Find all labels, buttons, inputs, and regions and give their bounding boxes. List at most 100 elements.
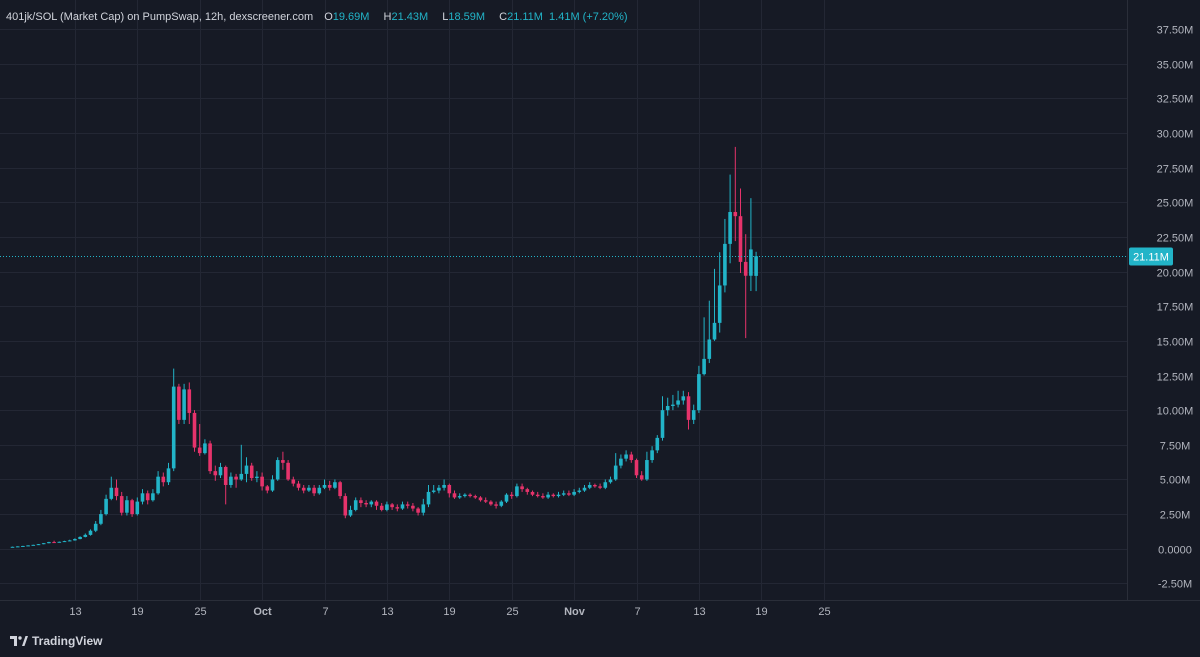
- y-tick-label: 10.00M: [1157, 406, 1194, 418]
- symbol-title: 401jk/SOL (Market Cap) on PumpSwap, 12h,…: [6, 11, 314, 23]
- candle-up: [67, 539, 72, 542]
- candle-body: [348, 509, 353, 516]
- candle-body: [525, 489, 530, 492]
- candle-body: [457, 496, 462, 498]
- candle-up: [47, 541, 51, 544]
- y-tick-label: 7.50M: [1160, 441, 1191, 453]
- candle-down: [223, 465, 228, 505]
- x-tick-label: Oct: [253, 606, 272, 618]
- candle-body: [660, 410, 665, 438]
- candle-up: [78, 536, 82, 540]
- candle-up: [603, 479, 608, 490]
- candle-body: [135, 501, 140, 515]
- candle-up: [660, 396, 665, 441]
- candle-down: [390, 503, 394, 510]
- candle-up: [333, 479, 337, 490]
- candle-body: [275, 460, 280, 480]
- candle-body: [119, 496, 124, 513]
- candle-body: [36, 544, 41, 546]
- candle-up: [62, 540, 67, 543]
- grid: [0, 0, 1127, 600]
- candle-body: [109, 487, 114, 499]
- candle-body: [608, 479, 613, 483]
- candle-up: [10, 546, 15, 548]
- candle-down: [686, 392, 691, 430]
- candle-up: [681, 390, 686, 405]
- candle-up: [442, 479, 446, 491]
- candle-up: [702, 317, 706, 376]
- candle-down: [634, 458, 639, 479]
- candle-up: [650, 446, 654, 463]
- candle-up: [655, 435, 660, 454]
- candle-body: [322, 484, 327, 488]
- candle-up: [125, 496, 129, 516]
- tradingview-logo[interactable]: TradingView: [10, 634, 102, 648]
- candle-up: [676, 390, 680, 408]
- candle-body: [431, 490, 436, 492]
- candle-up: [41, 543, 46, 545]
- candle-body: [587, 484, 592, 488]
- candle-down: [119, 491, 124, 516]
- candle-up: [135, 497, 140, 516]
- candle-body: [754, 256, 758, 276]
- candle-down: [291, 476, 296, 487]
- candle-down: [473, 494, 478, 499]
- price-axis[interactable]: -2.50M 0.0000 2.50M 5.00M 7.50M 10.00M 12.50M 1…: [1157, 25, 1194, 591]
- candle-up: [561, 490, 566, 497]
- candle-body: [343, 496, 348, 516]
- candle-up: [244, 457, 249, 483]
- candle-up: [613, 453, 618, 481]
- candle-up: [166, 462, 171, 485]
- candle-body: [613, 465, 618, 480]
- candle-body: [629, 454, 634, 461]
- candle-body: [650, 450, 654, 461]
- candle-body: [223, 466, 228, 485]
- candle-down: [743, 234, 748, 339]
- candle-body: [312, 487, 316, 494]
- candle-up: [691, 404, 696, 425]
- candle-body: [291, 479, 296, 484]
- candle-up: [151, 489, 155, 502]
- candle-body: [702, 358, 706, 375]
- candle-up: [577, 487, 582, 494]
- candle-down: [447, 483, 452, 498]
- candle-body: [567, 493, 571, 495]
- candle-up: [31, 544, 36, 546]
- y-tick-label: 2.50M: [1160, 510, 1191, 522]
- candle-body: [62, 541, 67, 543]
- candle-body: [473, 496, 478, 498]
- candle-body: [83, 534, 88, 537]
- candle-body: [73, 539, 77, 541]
- candle-body: [385, 504, 389, 510]
- candle-body: [489, 501, 493, 505]
- candle-body: [426, 491, 431, 505]
- candle-body: [15, 546, 20, 548]
- candle-body: [520, 486, 524, 490]
- tradingview-logo-icon: [10, 636, 28, 646]
- candle-up: [156, 471, 160, 495]
- y-tick-label: 22.50M: [1157, 233, 1194, 245]
- candle-body: [691, 410, 696, 420]
- candle-body: [203, 443, 207, 454]
- candle-down: [338, 480, 342, 499]
- candle-up: [369, 500, 374, 508]
- candle-up: [426, 484, 431, 508]
- candle-up: [421, 498, 426, 516]
- candle-body: [296, 483, 301, 488]
- candle-up: [665, 397, 670, 416]
- candle-body: [728, 212, 732, 244]
- candle-body: [463, 494, 467, 497]
- candle-up: [582, 484, 587, 492]
- candle-body: [47, 542, 51, 544]
- candle-body: [619, 458, 623, 466]
- candle-body: [530, 491, 535, 495]
- candle-up: [712, 268, 717, 341]
- candle-up: [671, 394, 675, 411]
- candle-body: [665, 406, 670, 411]
- candle-body: [478, 497, 483, 501]
- x-tick-label: Nov: [564, 606, 586, 618]
- candle-body: [416, 508, 420, 513]
- time-axis[interactable]: 13 19 25 Oct 7 13 19 25 Nov 7 13 19 25: [69, 606, 830, 618]
- candle-up: [645, 451, 649, 481]
